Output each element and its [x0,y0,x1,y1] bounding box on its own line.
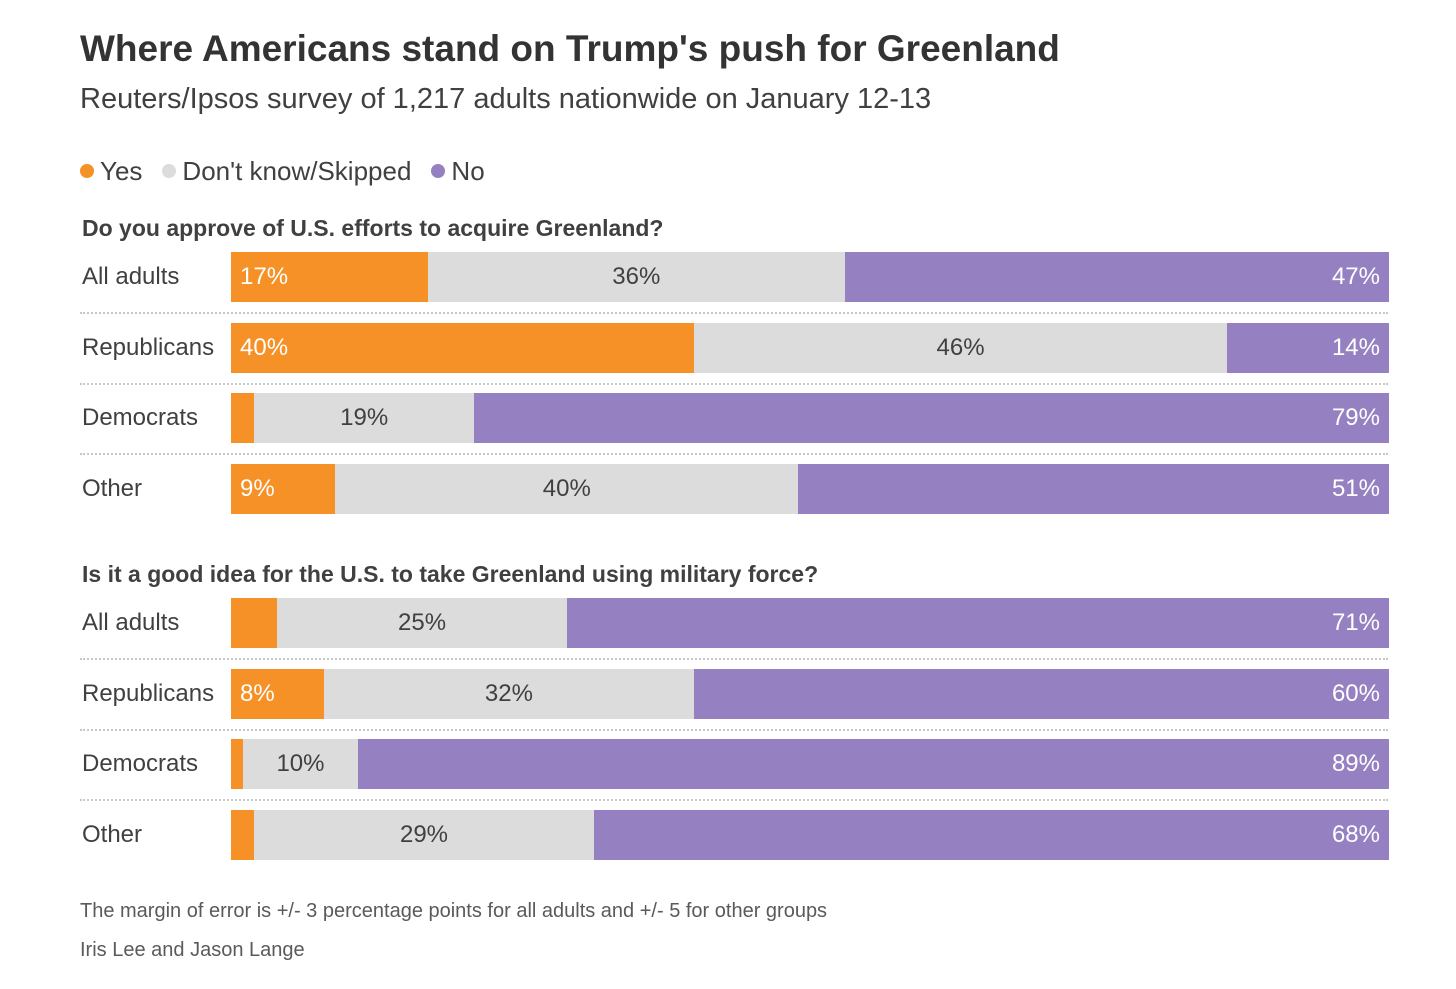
bar-segment-dont-know [427,252,845,302]
row-separator [80,312,1388,314]
bar-segment-yes [231,322,695,373]
row-label: Republicans [82,679,215,707]
bar-segment-yes [231,668,324,719]
row-separator [80,799,1388,801]
bar-row: 25% 71% [231,598,1389,648]
row-label: Democrats [82,750,199,777]
bar-row: 17% 36% 47% [231,252,1389,302]
bar-segment-no [1226,322,1389,373]
data-label-no: 60% [1331,679,1380,707]
row-label: Other [82,820,143,848]
question-title: Is it a good idea for the U.S. to take G… [82,561,819,587]
data-label-dont-know: 10% [276,750,325,777]
row-label: Republicans [82,333,215,361]
data-label-no: 47% [1331,263,1380,290]
bar-segment-yes [231,598,278,648]
chart-title: Where Americans stand on Trump's push fo… [80,28,1060,69]
row-separator [80,382,1388,385]
bar-segment-dont-know [694,322,1227,373]
data-label-yes: 17% [240,263,289,290]
bar-row: 19% 79% [231,393,1389,443]
data-label-dont-know: 29% [399,820,449,848]
bar-segment-dont-know [323,668,695,719]
legend-item-yes: Yes [80,156,142,187]
bar-segment-yes [231,252,428,302]
data-label-dont-know: 32% [484,679,533,707]
row-label: Democrats [82,404,199,431]
bar-segment-no [593,809,1389,860]
legend-label-yes: Yes [100,155,143,186]
bar-segment-yes [231,393,255,443]
data-label-no: 79% [1331,404,1380,431]
footnote: The margin of error is +/- 3 percentage … [80,900,828,922]
data-label-dont-know: 19% [340,404,389,431]
row-separator [80,453,1388,455]
legend-dot-yes [80,164,94,178]
bar-segment-dont-know [242,739,359,789]
row-label: Other [82,474,143,502]
bar-segment-dont-know [254,393,475,443]
data-label-yes: 40% [240,333,289,361]
legend-item-dont-know: Don't know/Skipped [162,156,411,187]
data-label-dont-know: 36% [612,263,661,290]
bar-segment-yes [231,739,243,789]
data-label-dont-know: 46% [936,333,985,361]
credit: Iris Lee and Jason Lange [80,939,305,961]
data-label-no: 71% [1331,609,1380,636]
bar-segment-no [798,463,1389,514]
data-label-yes: 8% [240,679,275,707]
bar-segment-no [844,252,1389,302]
row-separator [80,728,1388,731]
legend-label-no: No [451,155,485,186]
legend-dot-dont-know [162,164,177,178]
data-label-dont-know: 40% [542,474,591,502]
bar-segment-dont-know [277,598,567,648]
row-label: All adults [82,609,180,636]
row-separator [80,658,1388,660]
data-label-no: 51% [1331,474,1380,502]
bar-row: 8% 32% 60% [231,668,1389,719]
bar-segment-dont-know [335,463,799,514]
data-label-no: 89% [1331,750,1380,777]
chart-subtitle: Reuters/Ipsos survey of 1,217 adults nat… [80,83,932,115]
bar-segment-yes [231,463,336,514]
bar-segment-no [694,668,1389,719]
legend-label-dont-know: Don't know/Skipped [182,155,412,186]
bar-row: 10% 89% [231,739,1389,789]
data-label-yes: 9% [240,474,275,502]
legend-dot-no [431,164,446,178]
bar-row: 29% 68% [231,809,1389,860]
row-label: All adults [82,263,180,290]
bar-segment-no [566,598,1389,648]
data-label-no: 14% [1331,333,1380,361]
question-title: Do you approve of U.S. efforts to acquir… [82,215,664,241]
bar-segment-yes [231,809,255,860]
legend: Yes Don't know/Skipped No [80,154,505,188]
bar-segment-dont-know [254,809,594,860]
bar-row: 9% 40% 51% [231,463,1389,514]
data-label-no: 68% [1331,820,1380,848]
bar-row: 40% 46% 14% [231,322,1389,373]
bar-segment-no [358,739,1389,789]
bar-segment-no [474,393,1389,443]
legend-item-no: No [431,155,485,187]
data-label-dont-know: 25% [398,609,447,636]
